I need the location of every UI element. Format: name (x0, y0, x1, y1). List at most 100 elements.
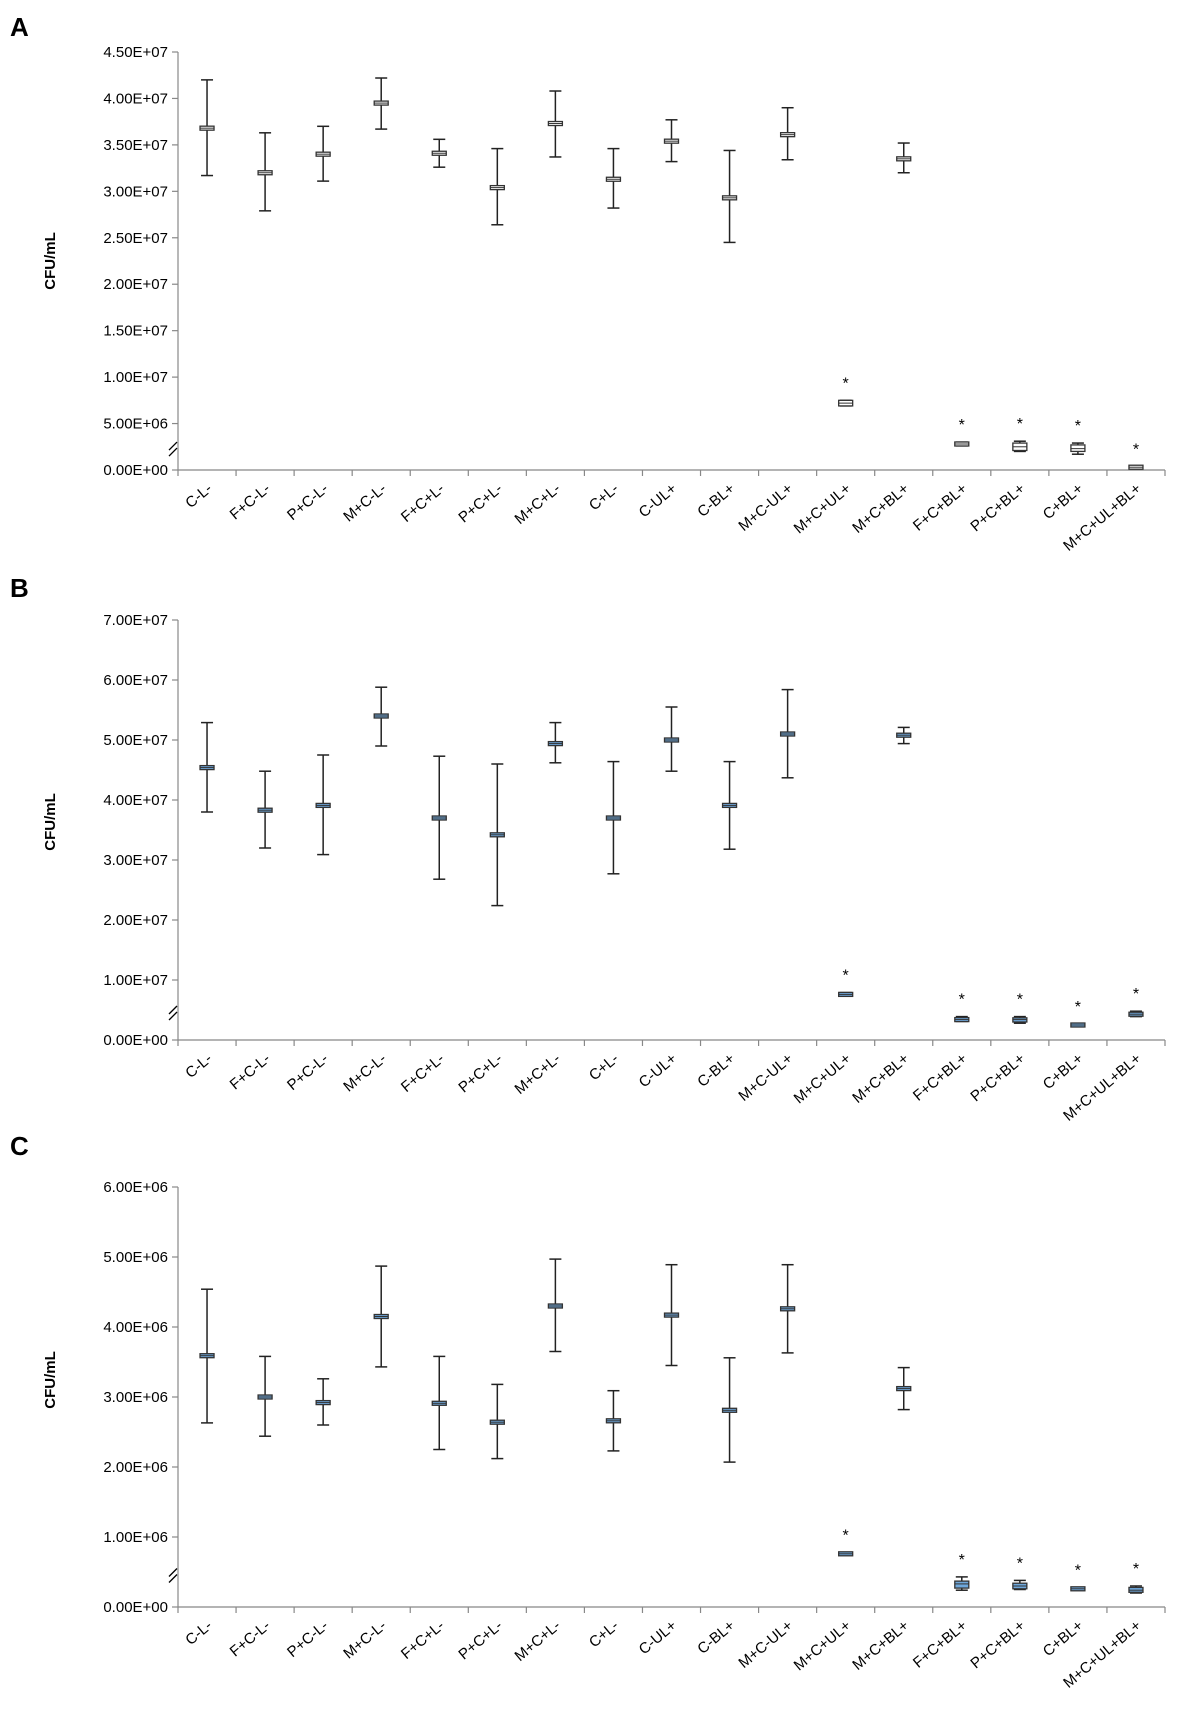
significance-star: * (1133, 441, 1139, 458)
panel-label: B (10, 573, 29, 603)
y-tick-label: 1.00E+07 (103, 972, 168, 989)
x-tick-label: F+C+BL+ (910, 1617, 971, 1672)
x-tick-label: C-L- (182, 1050, 215, 1082)
x-tick-label: M+C-UL+ (735, 1617, 796, 1672)
x-tick-label: C+BL+ (1040, 480, 1087, 523)
x-tick-label: C-BL+ (694, 1050, 738, 1091)
significance-star: * (1133, 1561, 1139, 1578)
x-tick-label: P+C+BL+ (967, 1617, 1028, 1672)
y-axis-title: CFU/mL (42, 232, 59, 290)
significance-star: * (959, 417, 965, 434)
significance-star: * (1017, 992, 1023, 1009)
x-tick-label: F+C+BL+ (910, 480, 971, 535)
y-tick-label: 5.00E+06 (103, 1249, 168, 1266)
x-tick-label: F+C+L- (398, 480, 448, 526)
significance-star: * (1075, 418, 1081, 435)
y-tick-label: 6.00E+06 (103, 1179, 168, 1196)
x-tick-label: M+C+UL+ (791, 1617, 855, 1674)
y-tick-label: 2.00E+07 (103, 276, 168, 293)
x-tick-label: M+C-L- (340, 1617, 390, 1662)
axis-break-mark (168, 1574, 178, 1583)
axis-break-mark (168, 441, 178, 451)
y-tick-label: 1.50E+07 (103, 323, 168, 340)
x-tick-label: M+C-L- (340, 480, 390, 525)
x-tick-label: C+L- (586, 1050, 622, 1084)
panel-label: A (10, 12, 29, 42)
y-tick-label: 5.00E+06 (103, 416, 168, 433)
y-tick-label: 3.00E+07 (103, 852, 168, 869)
significance-star: * (843, 1527, 849, 1544)
significance-star: * (959, 1552, 965, 1569)
y-tick-label: 4.00E+07 (103, 792, 168, 809)
y-tick-label: 3.50E+07 (103, 137, 168, 154)
x-tick-label: P+C+L- (455, 1050, 506, 1096)
significance-star: * (1017, 416, 1023, 433)
x-tick-label: P+C-L- (284, 1050, 332, 1094)
y-axis-title: CFU/mL (42, 1351, 59, 1409)
x-tick-label: M+C+BL+ (849, 1050, 912, 1107)
x-tick-label: M+C+UL+ (791, 1050, 855, 1107)
significance-star: * (843, 968, 849, 985)
significance-star: * (843, 375, 849, 392)
panel-a: A CFU/mL 0.00E+00 5.00E+06 1.00E+07 1.50E+0… (10, 12, 1166, 555)
x-tick-label: C-UL+ (636, 480, 681, 521)
x-tick-label: C-BL+ (694, 480, 738, 521)
y-tick-label: 0.00E+00 (103, 462, 168, 479)
x-tick-label: M+C+L- (512, 1050, 564, 1098)
significance-star: * (959, 992, 965, 1009)
y-tick-label: 4.00E+07 (103, 90, 168, 107)
axis-break-mark (168, 1568, 178, 1577)
x-tick-label: M+C+BL+ (849, 1617, 912, 1674)
x-tick-label: M+C-L- (340, 1050, 390, 1095)
significance-star: * (1075, 1562, 1081, 1579)
x-tick-label: C-L- (182, 480, 215, 512)
x-tick-label: P+C-L- (284, 480, 332, 524)
x-tick-label: C-UL+ (636, 1050, 681, 1091)
y-tick-label: 3.00E+07 (103, 183, 168, 200)
panel-c: C CFU/mL 0.00E+00 1.00E+06 2.00E+06 3.00E+0… (10, 1131, 1166, 1692)
box (954, 1580, 970, 1589)
x-tick-label: M+C+BL+ (849, 480, 912, 537)
x-tick-label: C-UL+ (636, 1617, 681, 1658)
y-axis-title: CFU/mL (42, 793, 59, 851)
x-tick-label: P+C+L- (455, 480, 506, 526)
x-tick-label: M+C-UL+ (735, 480, 796, 535)
x-tick-label: M+C+L- (512, 480, 564, 528)
x-tick-label: C-L- (182, 1617, 215, 1649)
y-tick-label: 1.00E+07 (103, 369, 168, 386)
y-tick-label: 2.00E+07 (103, 912, 168, 929)
x-tick-label: F+C+L- (398, 1050, 448, 1096)
y-tick-label: 4.50E+07 (103, 44, 168, 61)
significance-star: * (1133, 986, 1139, 1003)
x-tick-label: F+C-L- (227, 1050, 274, 1093)
x-tick-label: C+BL+ (1040, 1617, 1087, 1660)
x-tick-label: C+L- (586, 480, 622, 514)
panel-label: C (10, 1131, 29, 1161)
y-tick-label: 3.00E+06 (103, 1389, 168, 1406)
x-tick-label: F+C-L- (227, 1617, 274, 1660)
x-tick-label: M+C+L- (512, 1617, 564, 1665)
y-tick-label: 0.00E+00 (103, 1032, 168, 1049)
y-tick-label: 4.00E+06 (103, 1319, 168, 1336)
x-tick-label: F+C+BL+ (910, 1050, 971, 1105)
x-tick-label: M+C-UL+ (735, 1050, 796, 1105)
x-tick-label: P+C+L- (455, 1617, 506, 1663)
x-tick-label: P+C+BL+ (967, 1050, 1028, 1105)
x-tick-label: F+C+L- (398, 1617, 448, 1663)
significance-star: * (1075, 999, 1081, 1016)
y-tick-label: 1.00E+06 (103, 1529, 168, 1546)
y-tick-label: 7.00E+07 (103, 612, 168, 629)
axis-break-mark (168, 447, 178, 457)
x-tick-label: C-BL+ (694, 1617, 738, 1658)
x-tick-label: P+C-L- (284, 1617, 332, 1661)
x-tick-label: M+C+UL+ (791, 480, 855, 537)
axis-break-mark (168, 1011, 178, 1021)
significance-star: * (1017, 1555, 1023, 1572)
y-tick-label: 6.00E+07 (103, 672, 168, 689)
y-tick-label: 5.00E+07 (103, 732, 168, 749)
y-tick-label: 0.00E+00 (103, 1599, 168, 1616)
y-tick-label: 2.00E+06 (103, 1459, 168, 1476)
axis-break-mark (168, 1005, 178, 1015)
x-tick-label: C+L- (586, 1617, 622, 1651)
